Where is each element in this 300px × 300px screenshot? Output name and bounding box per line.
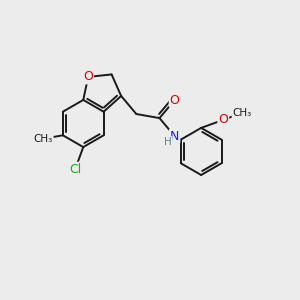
Text: O: O: [170, 94, 180, 106]
Text: O: O: [83, 70, 93, 83]
Text: Cl: Cl: [69, 163, 81, 176]
Text: H: H: [164, 137, 172, 147]
Text: N: N: [170, 130, 179, 142]
Text: O: O: [218, 113, 228, 126]
Text: CH₃: CH₃: [34, 134, 53, 144]
Text: CH₃: CH₃: [232, 108, 252, 118]
